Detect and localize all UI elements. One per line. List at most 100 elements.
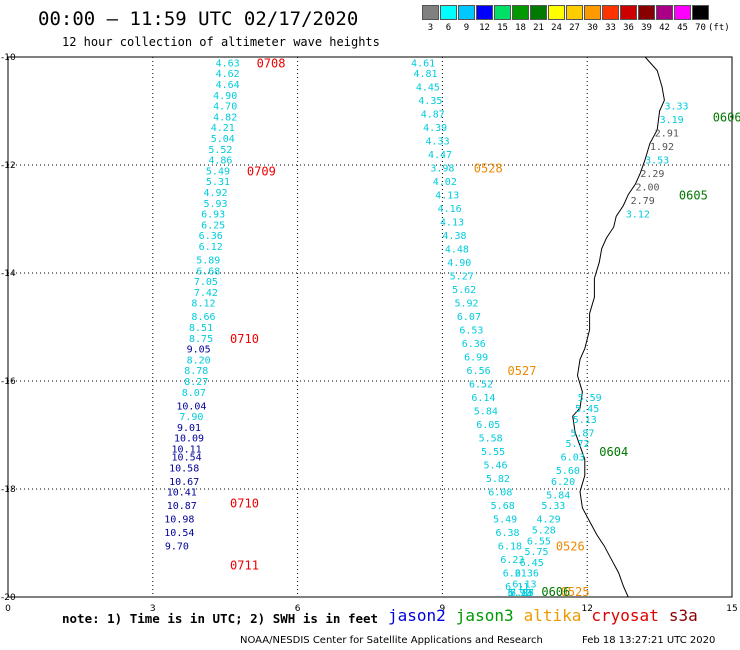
wave-height-value: 5.04 <box>211 134 235 145</box>
wave-height-value: 5.59 <box>578 393 602 404</box>
legend-swatch <box>476 5 493 20</box>
wave-height-value: 6.53 <box>459 326 483 337</box>
footer-note: note: 1) Time is in UTC; 2) SWH is in fe… <box>62 611 379 626</box>
wave-height-value: 6.36 <box>515 569 539 580</box>
legend-swatch <box>656 5 673 20</box>
satellite-name: jason2 <box>388 606 446 625</box>
wave-height-value: 4.47 <box>428 150 452 161</box>
wave-height-value: 4.38 <box>442 231 466 242</box>
legend-swatch <box>458 5 475 20</box>
legend-swatch <box>638 5 655 20</box>
wave-height-value: 3.33 <box>664 102 688 113</box>
wave-height-value: 5.93 <box>203 199 227 210</box>
wave-height-value: 4.13 <box>435 191 459 202</box>
wave-height-value: 6.93 <box>201 210 225 221</box>
wave-height-value: 7.05 <box>194 277 218 288</box>
wave-height-value: 3.19 <box>660 115 684 126</box>
wave-height-value: 8.27 <box>184 377 208 388</box>
wave-height-value: 5.89 <box>196 256 220 267</box>
wave-height-value: 5.31 <box>206 177 230 188</box>
wave-height-value: 5.13 <box>573 415 597 426</box>
wave-height-value: 4.81 <box>413 69 437 80</box>
wave-height-value: 5.46 <box>483 461 507 472</box>
x-tick-label: 15 <box>726 604 737 614</box>
y-tick-label: -14 <box>1 269 16 279</box>
wave-height-value: 5.75 <box>524 547 548 558</box>
satellite-name: s3a <box>668 606 698 625</box>
wave-height-value: 10.67 <box>169 477 199 488</box>
wave-height-value: 4.62 <box>216 69 240 80</box>
pass-time-label: 0525 <box>561 585 590 599</box>
wave-height-value: 10.09 <box>174 434 204 445</box>
legend-swatch <box>584 5 601 20</box>
wave-height-value: 5.82 <box>486 474 510 485</box>
legend-label: 36 <box>623 23 634 33</box>
wave-height-value: 10.58 <box>169 463 199 474</box>
wave-height-value: 4.61 <box>411 58 435 69</box>
satellite-legend: jason2 jason3 altika cryosat s3a <box>388 606 708 625</box>
legend-label: 12 <box>479 23 490 33</box>
legend-swatch <box>566 5 583 20</box>
wave-height-value: 4.90 <box>213 91 237 102</box>
wave-height-value: 5.27 <box>450 272 474 283</box>
pass-time-label: 0605 <box>679 189 708 203</box>
pass-time-label: 0711 <box>230 559 259 573</box>
pass-time-label: 0604 <box>599 445 628 459</box>
legend-label: 3 <box>427 23 434 33</box>
wave-height-value: 5.45 <box>575 404 599 415</box>
credit-text: NOAA/NESDIS Center for Satellite Applica… <box>240 635 543 646</box>
legend-label: 39 <box>641 23 652 33</box>
legend-swatch <box>620 5 637 20</box>
wave-height-value: 9.01 <box>177 423 201 434</box>
legend-label: 24 <box>551 23 562 33</box>
wave-height-value: 4.82 <box>213 112 237 123</box>
pass-time-label: 0710 <box>230 497 259 511</box>
pass-time-label: 0527 <box>508 364 537 378</box>
wave-height-value: 10.87 <box>167 501 197 512</box>
wave-height-value: 6.36 <box>462 339 486 350</box>
wave-height-value: 6.38 <box>496 528 520 539</box>
wave-height-value: 1.92 <box>650 142 674 153</box>
wave-height-value: 6.05 <box>476 420 500 431</box>
page-title: 00:00 – 11:59 UTC 02/17/2020 <box>38 8 359 30</box>
wave-height-value: 8.12 <box>191 299 215 310</box>
wave-height-value: 4.48 <box>445 245 469 256</box>
wave-height-value: 2.79 <box>631 196 655 207</box>
wave-height-value: 3.53 <box>645 156 669 167</box>
wave-height-value: 6.21 <box>503 569 527 580</box>
x-tick-label: 6 <box>295 604 301 614</box>
legend-label: 6 <box>445 23 452 33</box>
wave-height-value: 6.55 <box>527 536 551 547</box>
wave-height-value: 5.84 <box>474 407 498 418</box>
wave-height-value: 6.08 <box>488 488 512 499</box>
wave-height-value: 4.35 <box>418 96 442 107</box>
wave-height-value: 5.87 <box>570 428 594 439</box>
wave-height-value: 6.56 <box>467 366 491 377</box>
wave-height-value: 6.14 <box>471 393 495 404</box>
timestamp-text: Feb 18 13:27:21 UTC 2020 <box>582 635 716 646</box>
wave-height-value: 4.90 <box>447 258 471 269</box>
legend-label: 33 <box>605 23 616 33</box>
wave-height-value: 6.45 <box>520 558 544 569</box>
wave-height-value: 7.90 <box>179 412 203 423</box>
legend-swatch <box>548 5 565 20</box>
legend-label: 70 <box>695 23 706 33</box>
wave-height-value: 6.72 <box>508 588 532 599</box>
y-tick-label: -12 <box>1 161 16 171</box>
wave-height-value: 10.54 <box>164 528 194 539</box>
wave-height-value: 7.42 <box>194 288 218 299</box>
legend-unit: (ft) <box>708 23 730 33</box>
wave-height-value: 5.84 <box>546 490 570 501</box>
pass-time-label: 0708 <box>257 56 286 70</box>
wave-height-value: 5.92 <box>454 299 478 310</box>
wave-height-value: 4.70 <box>213 102 237 113</box>
legend-swatch <box>512 5 529 20</box>
x-tick-label: 3 <box>150 604 156 614</box>
wave-height-value: 6.99 <box>464 353 488 364</box>
pass-time-label: 0709 <box>247 164 276 178</box>
wave-height-value: 2.00 <box>635 183 659 194</box>
wave-height-value: 4.33 <box>426 137 450 148</box>
wave-height-value: 4.87 <box>421 110 445 121</box>
pass-time-label: 0526 <box>556 540 585 554</box>
y-tick-label: -16 <box>1 377 16 387</box>
